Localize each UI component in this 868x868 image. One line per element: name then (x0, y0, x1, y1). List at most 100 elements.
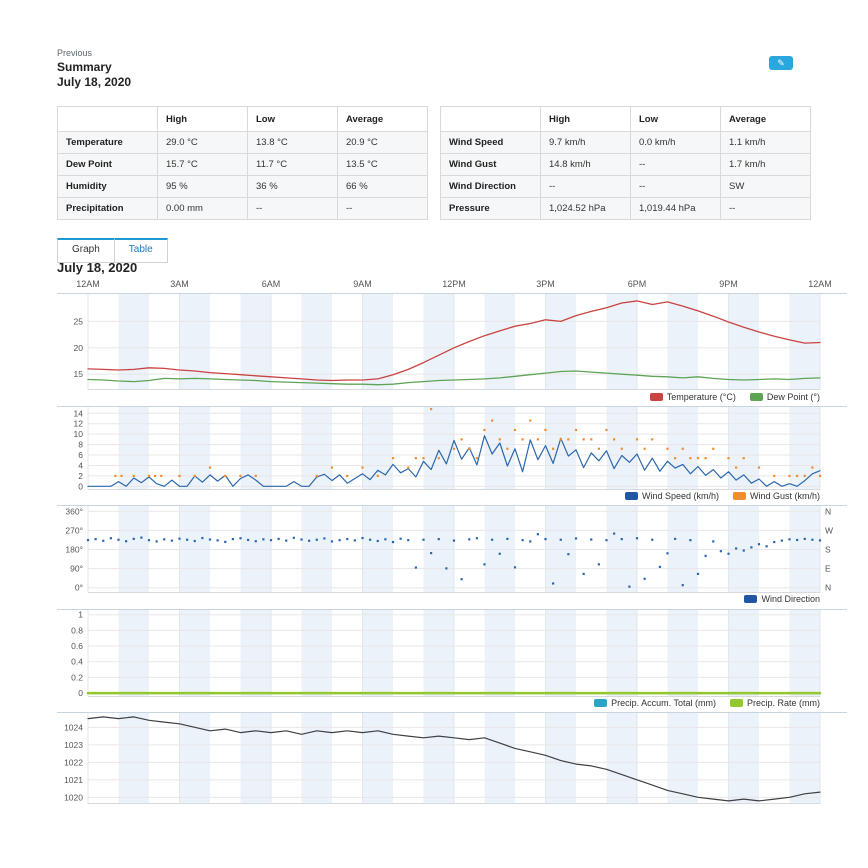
series-point (605, 539, 608, 542)
series-point (155, 540, 158, 543)
series-point (811, 538, 814, 541)
series-point (757, 466, 761, 469)
y-axis-label: 0 (78, 481, 83, 490)
row-label: Humidity (57, 175, 158, 198)
y-axis-label: 1022 (64, 757, 83, 767)
row-label: Pressure (440, 197, 541, 220)
series-point (216, 539, 219, 542)
series-point (376, 474, 379, 478)
series-point (391, 457, 395, 460)
series-point (94, 538, 97, 541)
series-point (430, 552, 433, 555)
series-point (735, 547, 738, 550)
cell-value: 36 % (247, 175, 338, 198)
series-point (353, 539, 356, 542)
y-axis-label: 1 (78, 610, 83, 620)
series-point (154, 474, 157, 478)
tab-table[interactable]: Table (113, 238, 168, 263)
table-row: Temperature 29.0 °C 13.8 °C 20.9 °C (57, 131, 428, 154)
series-point (529, 419, 532, 422)
series-point (114, 474, 117, 478)
series-point (498, 552, 501, 555)
series-point (120, 474, 123, 478)
legend-swatch-icon (744, 595, 758, 603)
y-axis-label: 20 (74, 343, 84, 353)
series-point (315, 474, 318, 478)
series-point (460, 438, 463, 441)
column-header (57, 106, 158, 132)
series-point (407, 539, 410, 542)
series-point (620, 447, 623, 450)
series-point (178, 537, 181, 540)
series-point (346, 474, 349, 478)
series-point (689, 539, 692, 542)
legend-item: Wind Direction (744, 594, 820, 604)
cell-value: -- (337, 197, 428, 220)
series-point (254, 540, 257, 543)
table-row: Dew Point 15.7 °C 11.7 °C 13.5 °C (57, 153, 428, 176)
temperature-dewpoint-chart[interactable]: 25 20 15 (57, 293, 847, 390)
legend-item: Precip. Rate (mm) (729, 698, 820, 708)
y-axis-label: 6 (78, 450, 83, 460)
series-point (346, 538, 349, 541)
series-point (590, 538, 593, 541)
series-point (696, 457, 700, 460)
cell-value: 29.0 °C (157, 131, 248, 154)
edit-button[interactable]: ✎ (769, 56, 793, 70)
series-point (590, 438, 593, 441)
table-row: Precipitation 0.00 mm -- -- (57, 197, 428, 220)
tab-graph[interactable]: Graph (57, 238, 115, 263)
series-point (163, 538, 166, 541)
series-point (735, 466, 738, 469)
wind-speed-gust-chart[interactable]: 14 12 10 8 6 4 2 0 (57, 406, 847, 491)
series-point (147, 474, 151, 478)
y-axis-label: 1020 (64, 792, 83, 802)
pencil-icon: ✎ (777, 57, 785, 68)
previous-link[interactable]: Previous (57, 48, 93, 58)
y-axis-compass-label: W (825, 525, 833, 535)
series-point (330, 540, 334, 543)
series-point (742, 457, 745, 460)
y-axis-label: 15 (74, 369, 84, 379)
series-point (521, 539, 524, 542)
series-point (468, 447, 471, 450)
series-point (285, 539, 288, 542)
series-point (224, 540, 227, 543)
series-point (308, 539, 311, 542)
series-point (704, 554, 707, 557)
table-row: Pressure 1,024.52 hPa 1,019.44 hPa -- (440, 197, 811, 220)
wind-direction-chart[interactable]: 360° 270° 180° 90° 0° N W S E N (57, 505, 847, 593)
series-point (818, 474, 822, 478)
series-point (643, 447, 646, 450)
series-point (208, 466, 212, 469)
series-point (369, 538, 372, 541)
series-point (140, 536, 143, 539)
y-axis-label: 0.4 (71, 657, 83, 667)
legend-item: Wind Speed (km/h) (624, 491, 719, 501)
cell-value: -- (630, 153, 721, 176)
series-point (483, 563, 486, 566)
y-axis-label: 180° (65, 545, 83, 555)
x-axis-label: 12AM (808, 279, 832, 289)
cell-value: 13.5 °C (337, 153, 428, 176)
series-point (796, 474, 799, 478)
series-point (407, 466, 410, 469)
cell-value: -- (540, 175, 631, 198)
series-point (239, 474, 242, 478)
y-axis-label: 0.2 (71, 672, 83, 682)
cell-value: 15.7 °C (157, 153, 248, 176)
series-point (506, 537, 509, 540)
precipitation-chart[interactable]: 1 0.8 0.6 0.4 0.2 0 (57, 609, 847, 698)
series-point (811, 466, 814, 469)
series-point (651, 538, 654, 541)
pressure-chart[interactable]: 1024 1023 1022 1021 1020 (57, 712, 847, 804)
legend-swatch-icon (749, 393, 763, 401)
series-point (384, 538, 387, 541)
series-point (491, 538, 494, 541)
x-axis-label: 6AM (261, 279, 281, 289)
series-point (506, 447, 509, 450)
series-point (452, 539, 456, 542)
cell-value: 1.1 km/h (720, 131, 811, 154)
series-point (681, 447, 684, 450)
